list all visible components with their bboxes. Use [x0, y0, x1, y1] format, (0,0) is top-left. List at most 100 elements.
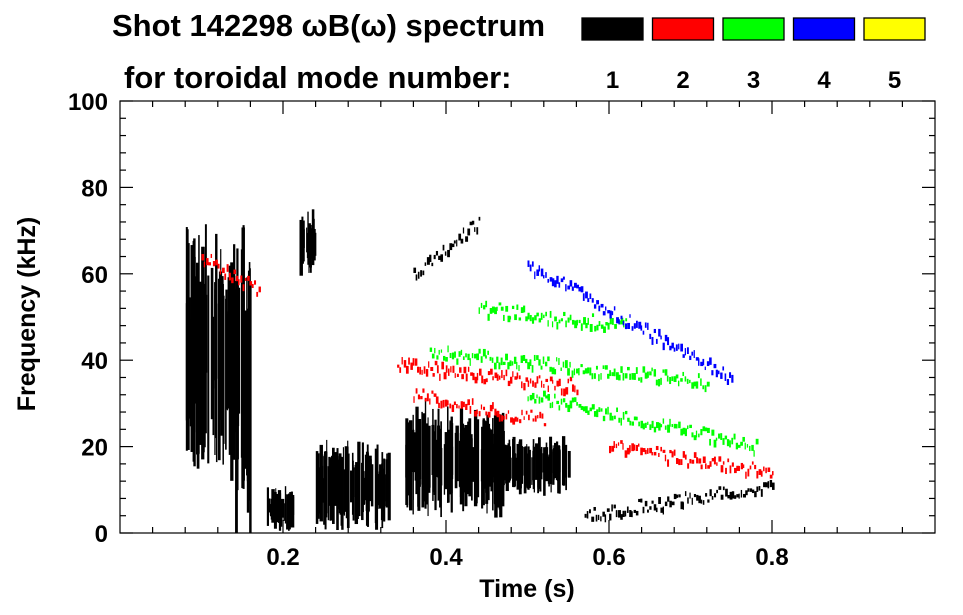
spectrum-mark [501, 370, 503, 379]
spectrum-mark [233, 269, 237, 275]
spectrum-mark [541, 413, 544, 419]
mode-2-feature-10 [413, 388, 547, 427]
spectrum-mark [487, 371, 491, 376]
spectrum-mark [565, 402, 568, 408]
spectrum-mark [442, 244, 445, 251]
spectrum-mark [754, 491, 757, 498]
spectrum-mark [574, 385, 576, 393]
spectrum-mark [678, 459, 681, 466]
spectrum-mark [505, 413, 508, 420]
spectrum-mark [207, 275, 210, 464]
spectrum-mark [280, 499, 283, 527]
spectrum-mark [680, 343, 683, 352]
spectrum-mark [580, 364, 583, 368]
spectrum-mark [675, 374, 679, 379]
spectrum-mark [591, 516, 595, 522]
spectrum-mark [704, 385, 707, 393]
spectrum-mark [587, 298, 590, 303]
spectrum-mark [449, 403, 452, 409]
spectrum-mark [466, 425, 470, 495]
spectrum-mark [467, 228, 471, 236]
spectrum-mark [582, 293, 585, 301]
spectrum-mark [496, 374, 499, 381]
spectrum-mark [718, 456, 722, 462]
spectrum-mark [523, 416, 525, 420]
spectrum-mark [462, 227, 465, 234]
spectrum-mark [387, 452, 391, 521]
spectrum-mark [653, 426, 657, 433]
spectrum-mark [494, 408, 497, 416]
spectrum-mark [711, 429, 715, 436]
spectrum-mark [647, 421, 649, 426]
spectrum-mark [615, 443, 618, 449]
spectrum-mark [527, 449, 531, 489]
spectrum-mark [493, 362, 497, 370]
spectrum-mark [747, 468, 750, 477]
spectrum-mark [731, 491, 735, 499]
spectrum-mark [574, 282, 577, 288]
spectrum-mark [736, 494, 739, 498]
spectrum-mark [476, 419, 480, 498]
plot-frame [119, 100, 936, 534]
spectrum-mark [505, 353, 508, 361]
spectrum-mark [675, 458, 679, 464]
spectrum-mark [540, 312, 543, 320]
spectrum-mark [513, 356, 517, 364]
spectrum-mark [660, 424, 663, 428]
spectrum-mark [756, 470, 759, 479]
spectrum-mark [664, 454, 667, 462]
spectrum-mark [458, 351, 461, 357]
spectrum-mark [675, 344, 678, 351]
spectrum-mark [564, 451, 568, 470]
spectrum-mark [417, 271, 420, 279]
spectrum-mark [607, 373, 610, 379]
legend-label-mode-4: 4 [817, 67, 831, 94]
spectrum-mark [587, 410, 590, 415]
spectrum-mark [224, 273, 227, 280]
spectrum-mark [533, 354, 536, 361]
legend-swatch-mode-1 [581, 17, 644, 41]
spectrum-mark [483, 435, 487, 472]
spectrum-mark [620, 417, 622, 426]
spectrum-mark [210, 267, 214, 420]
y-tick-label: 20 [81, 435, 108, 462]
spectrum-mark [455, 425, 459, 482]
spectrum-mark [452, 365, 455, 373]
spectrum-mark [664, 369, 668, 376]
spectrum-mark [460, 401, 463, 409]
spectrum-mark [613, 415, 616, 420]
spectrum-mark [691, 459, 695, 464]
spectrum-mark [511, 361, 514, 366]
spectrum-mark [423, 366, 426, 374]
spectrum-mark [613, 504, 616, 509]
spectrum-mark [731, 374, 734, 383]
spectrum-mark [562, 454, 566, 479]
spectrum-mark [540, 397, 544, 403]
spectrum-mark [424, 425, 427, 509]
spectrum-mark [469, 405, 472, 414]
spectrum-mark [258, 286, 261, 293]
spectrum-mark [483, 379, 487, 385]
spectrum-mark [731, 462, 734, 467]
spectrum-mark [660, 446, 663, 452]
spectrum-mark [578, 403, 582, 408]
spectrum-mark [431, 390, 434, 394]
spectrum-mark [600, 303, 604, 308]
spectrum-mark [644, 500, 648, 507]
spectrum-mark [440, 349, 443, 353]
spectrum-mark [507, 380, 511, 387]
spectrum-mark [662, 342, 665, 351]
spectrum-mark [551, 278, 555, 287]
spectrum-mark [740, 462, 744, 470]
spectrum-mark [536, 355, 539, 360]
spectrum-mark [669, 500, 672, 508]
legend-swatch-mode-2 [651, 17, 715, 41]
spectrum-mark [598, 407, 601, 413]
spectrum-mark [540, 268, 544, 277]
spectrum-mark [578, 287, 582, 292]
spectrum-mark [206, 258, 209, 266]
spectrum-mark [271, 489, 275, 523]
spectrum-mark [593, 373, 596, 379]
spectrum-mark [201, 246, 205, 460]
spectrum-mark [583, 317, 586, 325]
